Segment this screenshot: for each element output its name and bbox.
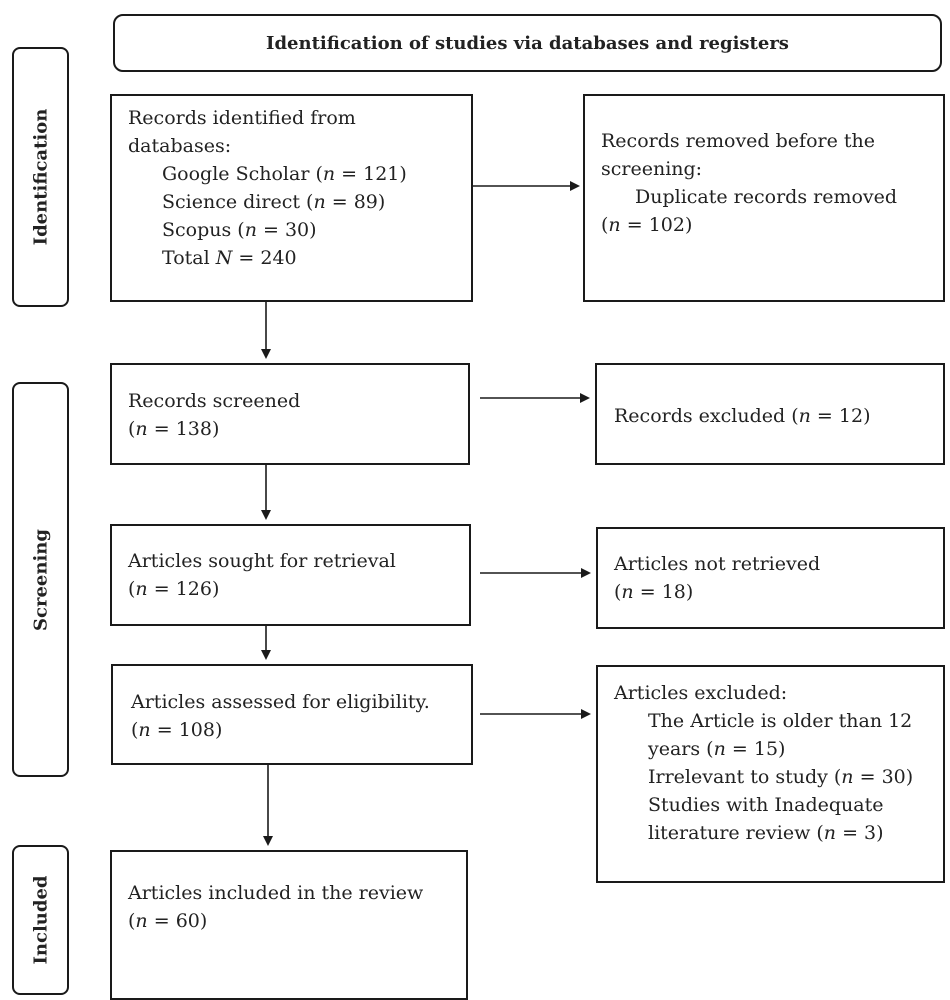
header-title: Identification of studies via databases … [266, 32, 789, 54]
articles-not-retrieved-box [596, 527, 945, 629]
phase-identification: Identification [12, 47, 69, 307]
articles-included-text: Articles included in the review (n = 60) [128, 882, 424, 932]
articles-assessed-text: Articles assessed for eligibility. (n = … [131, 691, 430, 741]
header-box: Identification of studies via databases … [113, 14, 942, 72]
source-science-direct: Science direct (n = 89) [162, 191, 386, 213]
total-records: Total N = 240 [162, 247, 297, 269]
records-identified-text: Records identified from databases: Googl… [128, 104, 407, 272]
records-identified-box [110, 94, 473, 302]
source-scopus: Scopus (n = 30) [162, 219, 317, 241]
articles-excluded-text: Articles excluded: The Article is older … [614, 682, 914, 844]
phase-screening: Screening [12, 382, 69, 777]
phase-included: Included [12, 845, 69, 995]
articles-excluded-box [596, 665, 945, 883]
articles-sought-box [110, 524, 471, 626]
articles-included-box [110, 850, 468, 1000]
source-google-scholar: Google Scholar (n = 121) [162, 163, 407, 185]
records-removed-box [583, 94, 945, 302]
records-screened-box [110, 363, 470, 465]
records-removed-text: Records removed before the screening: Du… [601, 130, 898, 236]
articles-not-retrieved-text: Articles not retrieved (n = 18) [614, 553, 821, 603]
records-excluded-box [595, 363, 945, 465]
articles-assessed-box [111, 664, 473, 765]
records-screened-text: Records screened (n = 138) [128, 390, 301, 440]
articles-sought-text: Articles sought for retrieval (n = 126) [128, 550, 396, 600]
records-excluded-text: Records excluded (n = 12) [614, 405, 871, 427]
